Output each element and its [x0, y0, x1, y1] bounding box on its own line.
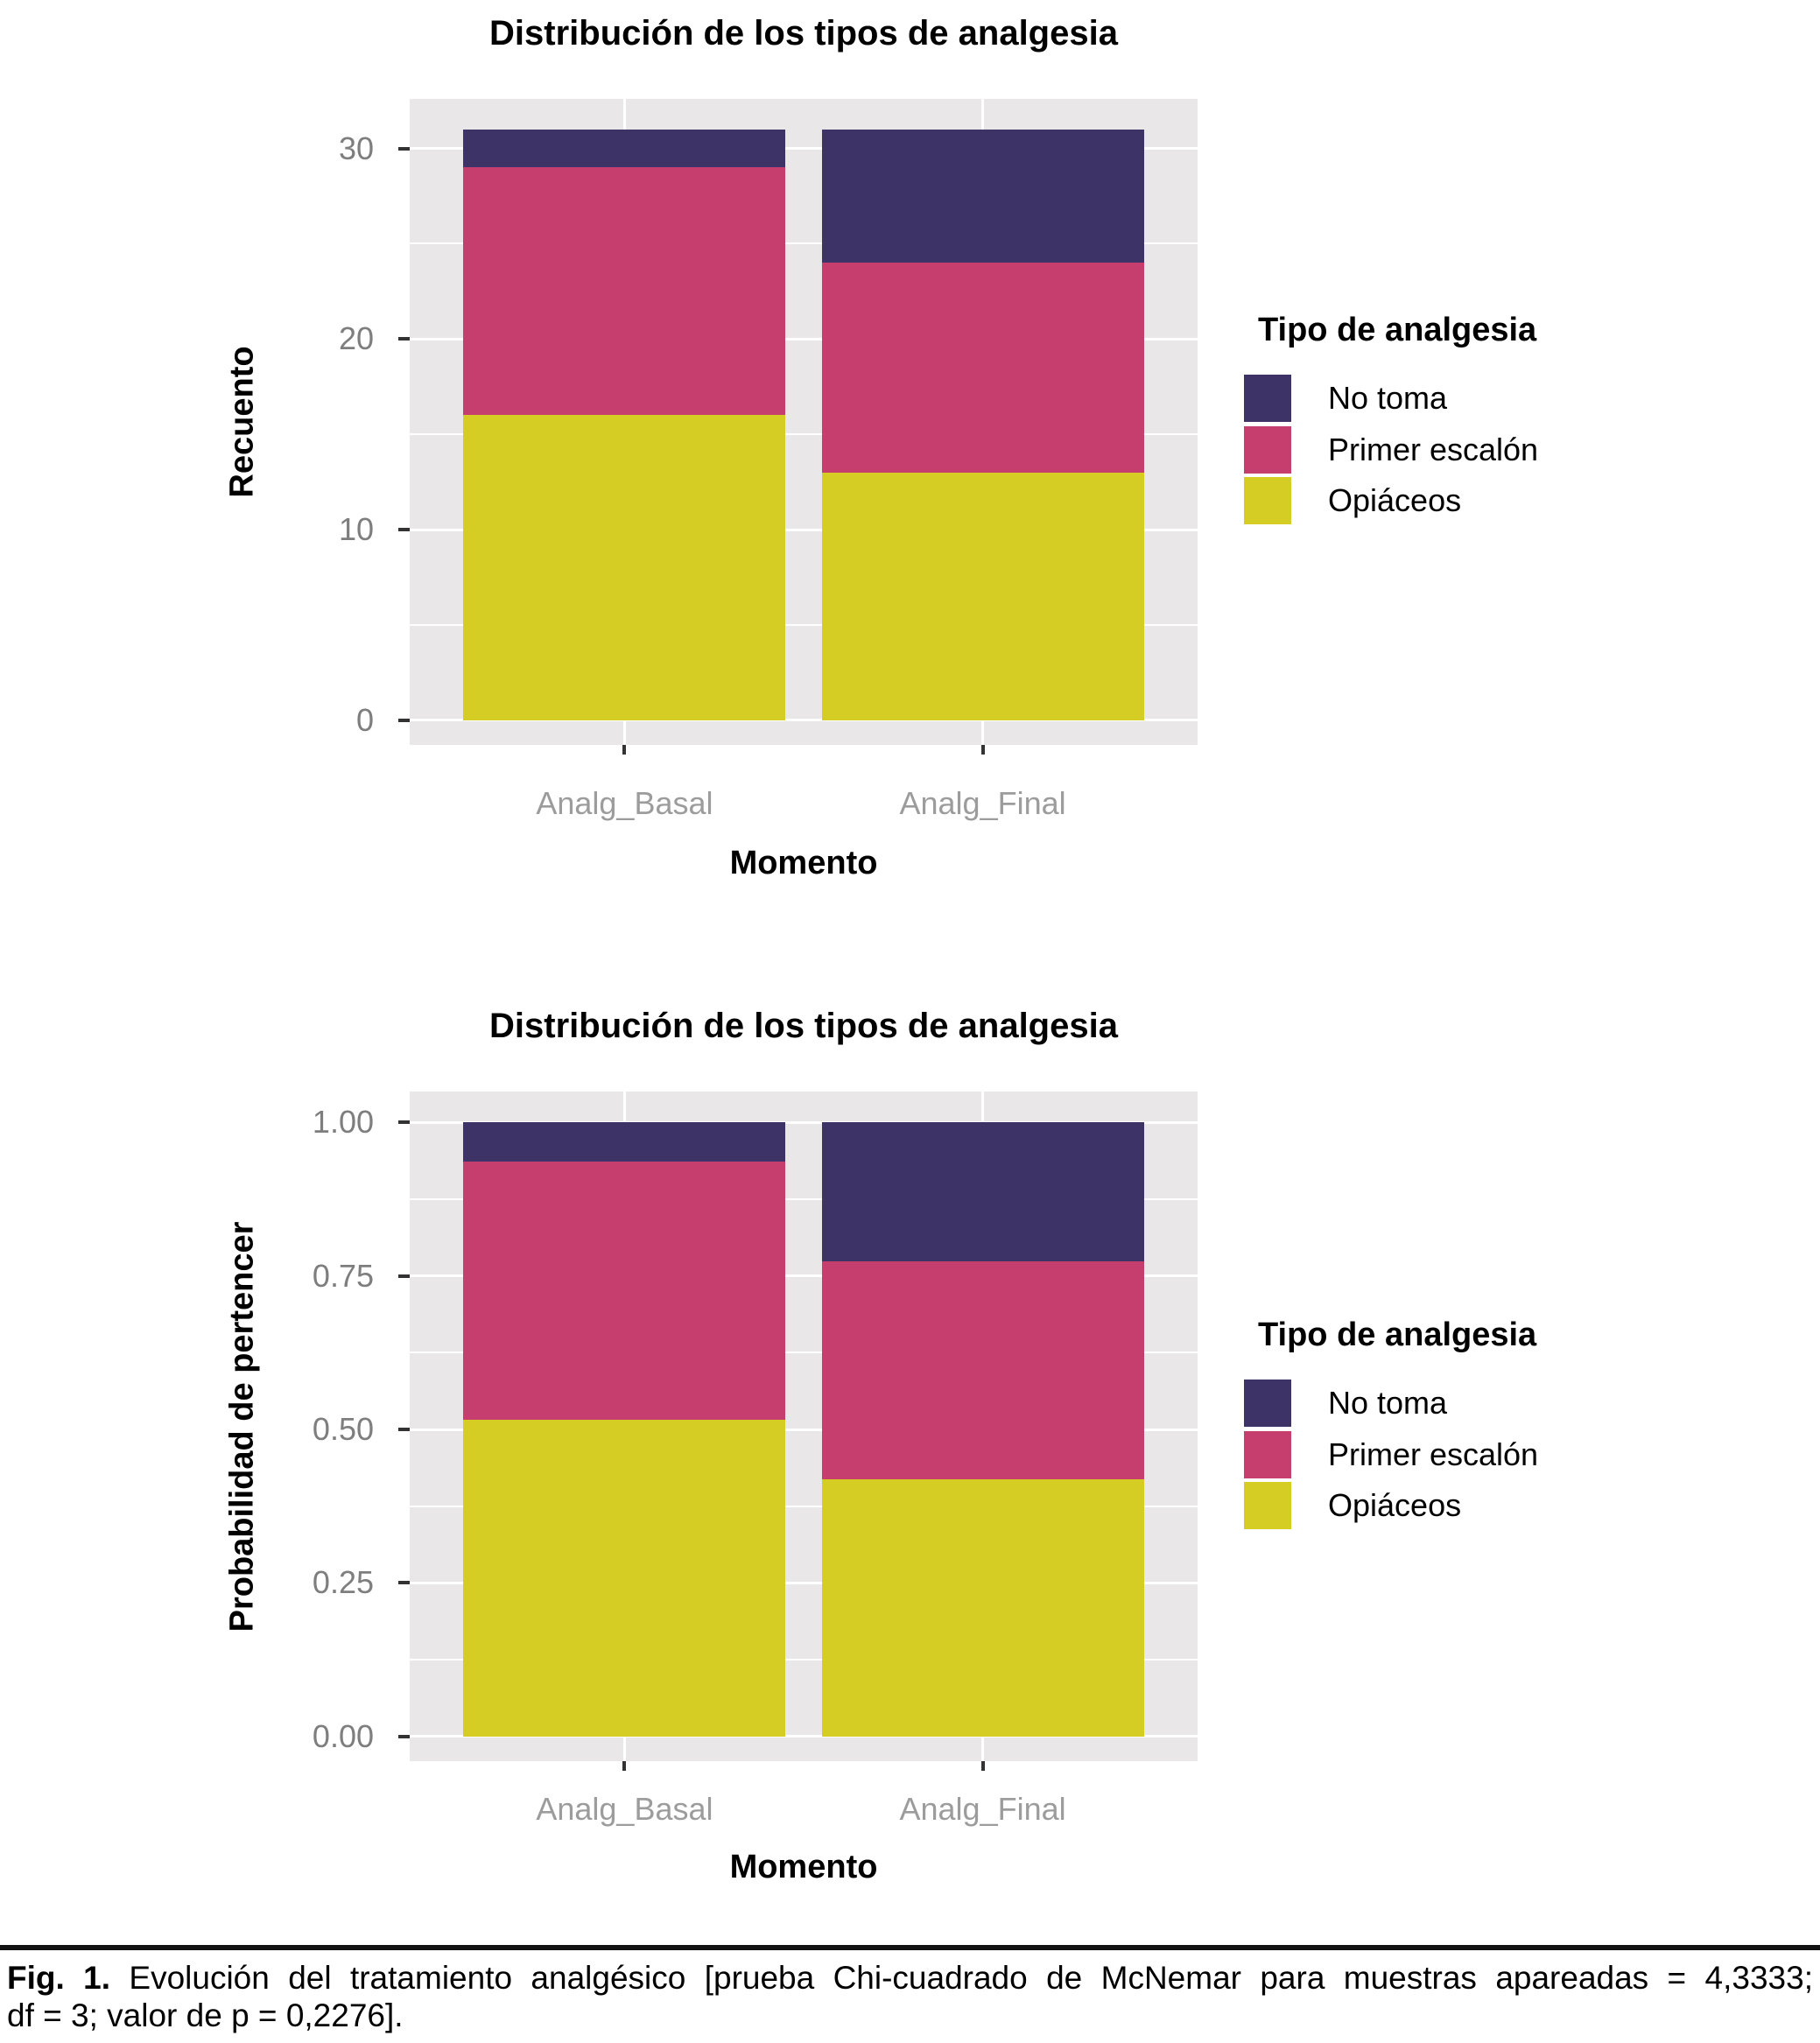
x-tick-label: Analg_Basal	[536, 1791, 713, 1827]
bar-segment-Analg_Basal-Opiáceos	[463, 415, 786, 720]
y-tick-label: 30	[338, 130, 374, 166]
gridline-horizontal-major	[410, 1120, 1198, 1124]
x-tick-mark	[980, 1761, 985, 1771]
legend-key-Primer escalón	[1244, 425, 1291, 474]
y-axis-title: Recuento	[223, 346, 261, 498]
gridline-horizontal-major	[410, 1735, 1198, 1738]
plot-panel	[410, 99, 1198, 745]
gridline-horizontal-minor	[410, 1351, 1198, 1354]
legend-key-Opiáceos	[1244, 477, 1291, 524]
y-tick-mark	[398, 1581, 410, 1585]
legend-key-Opiáceos	[1244, 1482, 1291, 1529]
y-tick-label: 10	[338, 511, 374, 547]
legend-item-label: Primer escalón	[1328, 1436, 1539, 1472]
gridline-horizontal-major	[410, 1274, 1198, 1278]
x-tick-label: Analg_Final	[899, 785, 1066, 821]
y-tick-mark	[398, 1428, 410, 1431]
caption-line-2: df = 3; valor de p = 0,2276].	[7, 1997, 404, 2033]
legend-item-label: No toma	[1328, 380, 1448, 416]
y-tick-label: 0.50	[312, 1411, 374, 1447]
caption-prefix: Fig. 1.	[7, 1960, 110, 1996]
bar-segment-Analg_Final-Opiáceos	[821, 472, 1144, 720]
y-tick-mark	[398, 146, 410, 151]
x-axis-title: Momento	[729, 1849, 878, 1885]
y-tick-label: 0	[355, 701, 374, 738]
bar-segment-Analg_Final-No toma	[821, 129, 1144, 263]
chart-title: Distribución de los tipos de analgesia	[489, 14, 1118, 53]
legend-key-No toma	[1244, 375, 1291, 422]
bar-segment-Analg_Final-Opiáceos	[821, 1478, 1144, 1737]
figure-caption: Fig. 1. Evolución del tratamiento analgé…	[7, 1959, 1813, 2034]
gridline-horizontal-major	[410, 1581, 1198, 1584]
legend-key-No toma	[1244, 1380, 1291, 1427]
y-tick-label: 1.00	[312, 1104, 374, 1141]
gridline-horizontal-major	[410, 147, 1198, 151]
gridline-horizontal-major	[410, 1428, 1198, 1431]
y-tick-mark	[398, 1120, 410, 1125]
y-tick-mark	[398, 718, 410, 722]
legend-key-Primer escalón	[1244, 1430, 1291, 1478]
x-tick-label: Analg_Basal	[536, 785, 713, 821]
y-tick-label: 0.25	[312, 1564, 374, 1601]
x-tick-label: Analg_Final	[899, 1791, 1066, 1827]
x-tick-mark	[980, 745, 985, 755]
gridline-horizontal-minor	[410, 623, 1198, 626]
plot-panel	[410, 1092, 1198, 1761]
y-tick-label: 20	[338, 320, 374, 357]
x-axis-title: Momento	[729, 845, 878, 881]
y-tick-label: 0.75	[312, 1257, 374, 1294]
legend-item-label: Primer escalón	[1328, 431, 1539, 467]
gridline-horizontal-minor	[410, 242, 1198, 245]
gridline-horizontal-major	[410, 719, 1198, 722]
bar-segment-Analg_Basal-Opiáceos	[463, 1419, 786, 1737]
gridline-horizontal-minor	[410, 433, 1198, 436]
gridline-horizontal-minor	[410, 1197, 1198, 1200]
legend-item-label: Opiáceos	[1328, 482, 1462, 518]
caption-line-1: Fig. 1. Evolución del tratamiento analgé…	[7, 1959, 1813, 1997]
caption-text: Evolución del tratamiento analgésico [pr…	[129, 1960, 1813, 1996]
bar-segment-Analg_Basal-No toma	[463, 129, 786, 168]
y-tick-label: 0.00	[312, 1717, 374, 1754]
legend-item-label: No toma	[1328, 1385, 1448, 1421]
y-tick-mark	[398, 528, 410, 531]
y-tick-mark	[398, 1274, 410, 1278]
gridline-horizontal-minor	[410, 1659, 1198, 1661]
chart-title: Distribución de los tipos de analgesia	[489, 1007, 1118, 1045]
x-tick-mark	[622, 745, 627, 755]
caption-rule	[0, 1945, 1820, 1950]
y-tick-mark	[398, 337, 410, 341]
gridline-horizontal-major	[410, 337, 1198, 340]
bar-segment-Analg_Basal-No toma	[463, 1122, 786, 1162]
bar-segment-Analg_Final-No toma	[821, 1122, 1144, 1261]
bar-segment-Analg_Final-Primer escalón	[821, 1260, 1144, 1479]
bar-segment-Analg_Basal-Primer escalón	[463, 1162, 786, 1420]
legend-title: Tipo de analgesia	[1258, 312, 1537, 348]
legend-title: Tipo de analgesia	[1258, 1316, 1537, 1353]
bar-segment-Analg_Final-Primer escalón	[821, 263, 1144, 473]
gridline-horizontal-minor	[410, 1505, 1198, 1507]
legend-item-label: Opiáceos	[1328, 1487, 1462, 1523]
gridline-horizontal-major	[410, 528, 1198, 531]
x-tick-mark	[622, 1761, 627, 1771]
bar-segment-Analg_Basal-Primer escalón	[463, 167, 786, 416]
y-tick-mark	[398, 1734, 410, 1738]
